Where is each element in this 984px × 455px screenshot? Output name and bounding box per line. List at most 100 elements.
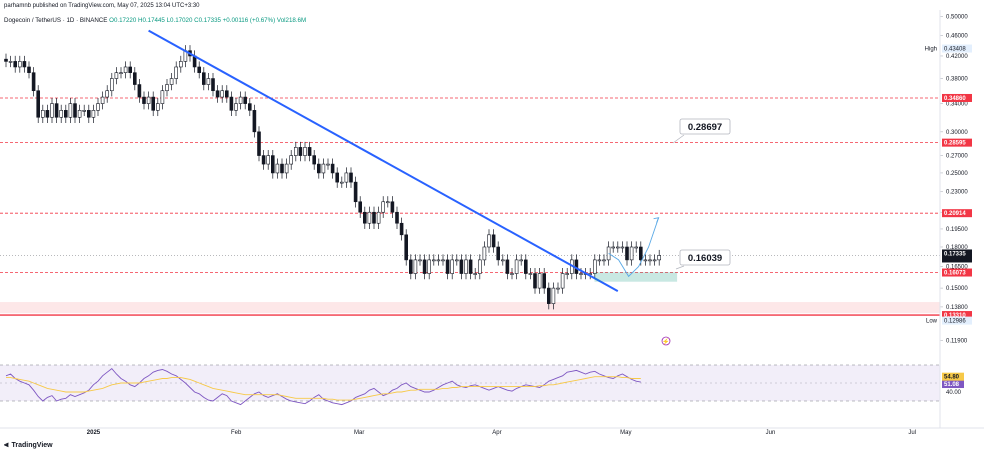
candle-body: [556, 287, 560, 290]
candle-body: [229, 96, 234, 111]
candle-body: [4, 58, 8, 62]
candle-body: [376, 211, 381, 224]
candle-body: [31, 72, 36, 92]
candle-body: [13, 61, 17, 68]
candle-body: [367, 211, 372, 224]
candle-body: [450, 259, 455, 274]
low-tag: [942, 316, 972, 325]
current-price-tag: [942, 249, 972, 263]
price-axis: 0.50000 0.46000 0.42000 0.38000 0.34000 0.300…: [939, 10, 968, 428]
candle-body: [215, 90, 220, 98]
candle-body: [165, 84, 169, 92]
candle-body: [133, 72, 137, 85]
candle-body: [220, 90, 224, 98]
candle-body: [100, 96, 105, 104]
candle-body: [270, 155, 275, 174]
candle-body: [648, 259, 652, 262]
price-tag-0.28595: [942, 138, 972, 147]
candle-body: [289, 155, 294, 165]
candle-body: [551, 287, 556, 304]
rsi-value-tag: [942, 380, 964, 389]
candle-body: [390, 201, 395, 213]
event-marker-icon: [661, 336, 671, 346]
candle-body: [523, 259, 528, 274]
high-tag: [942, 44, 972, 53]
candle-body: [464, 259, 468, 274]
price-tick-label: 0.19500: [946, 227, 968, 233]
candle-body: [468, 259, 473, 274]
candle-body: [169, 78, 174, 85]
candle-body: [505, 259, 510, 274]
countdown-text: 14:25:50: [944, 257, 968, 263]
candle-body: [496, 246, 501, 261]
candle-body: [8, 61, 13, 63]
candle-body: [54, 103, 59, 118]
candle-body: [36, 90, 41, 118]
price-tick-label: 0.30000: [946, 130, 968, 136]
candle-body: [280, 163, 284, 174]
rsi-ma-value-tag: [942, 372, 964, 381]
price-annotations: 0.28697 0.16039 ⚡: [661, 118, 731, 346]
candle-body: [362, 211, 367, 224]
candle-body: [68, 103, 73, 118]
callout-box: [679, 118, 731, 135]
candle-body: [110, 78, 114, 92]
candle-body: [477, 259, 482, 274]
candle-body: [17, 61, 22, 68]
price-tick-label: 0.34000: [946, 102, 968, 108]
candle-body: [87, 110, 91, 118]
candle-body: [298, 147, 303, 156]
candle-body: [119, 72, 123, 74]
candle-body: [395, 211, 399, 224]
price-tick-label: 0.42000: [946, 54, 968, 60]
candle-body: [146, 96, 151, 104]
projection-path: [608, 217, 660, 278]
axis-price-tags: 0.34860 0.28595 0.20914 0.16073 0.13310 0.173…: [925, 44, 972, 389]
candle-body: [77, 110, 82, 118]
candle-body: [427, 259, 432, 274]
time-tick-label: May: [620, 430, 631, 436]
candle-body: [91, 110, 96, 118]
candle-body: [307, 147, 312, 156]
candle-body: [533, 273, 537, 289]
price-tag-text: 0.34860: [944, 96, 966, 102]
candle-body: [275, 163, 280, 174]
candle-body: [303, 147, 307, 156]
candle-body: [137, 84, 142, 98]
candle-body: [473, 273, 478, 275]
candle-body: [312, 155, 317, 165]
candle-body: [482, 246, 487, 261]
callout-label: 0.28697: [688, 122, 722, 133]
candle-body: [206, 78, 211, 85]
time-tick-label: 2025: [87, 430, 101, 436]
candle-body: [156, 103, 160, 111]
time-axis: 2025 Feb Mar Apr May Jun Jul: [0, 427, 984, 436]
demand-box: [594, 272, 678, 282]
candle-body: [330, 163, 335, 174]
callout-label: 0.16039: [688, 253, 722, 264]
price-tick-label: 0.23000: [946, 190, 968, 196]
candle-body: [625, 246, 629, 261]
candle-body: [546, 287, 551, 304]
tradingview-logo-icon: ⫷: [4, 440, 9, 449]
low-value: 0.12986: [944, 319, 966, 325]
candle-body: [510, 273, 514, 275]
price-tag-0.16073: [942, 268, 972, 277]
candle-body: [454, 259, 459, 262]
candle-body: [413, 259, 418, 274]
candle-body: [114, 72, 119, 79]
candle-body: [592, 259, 597, 274]
candle-body: [335, 172, 340, 183]
candle-body: [266, 155, 271, 165]
symbol-title[interactable]: Dogecoin / TetherUS · 1D · BINANCE: [4, 17, 108, 24]
candle-body: [620, 246, 625, 249]
callout-pointer: [672, 134, 685, 144]
high-value: 0.43408: [944, 47, 966, 53]
price-tag-text: 0.16073: [944, 271, 966, 277]
candle-body: [59, 110, 64, 118]
candle-body: [128, 66, 132, 73]
price-tick-label: 0.27000: [946, 154, 968, 160]
price-levels: [0, 97, 940, 316]
candle-body: [284, 163, 289, 174]
